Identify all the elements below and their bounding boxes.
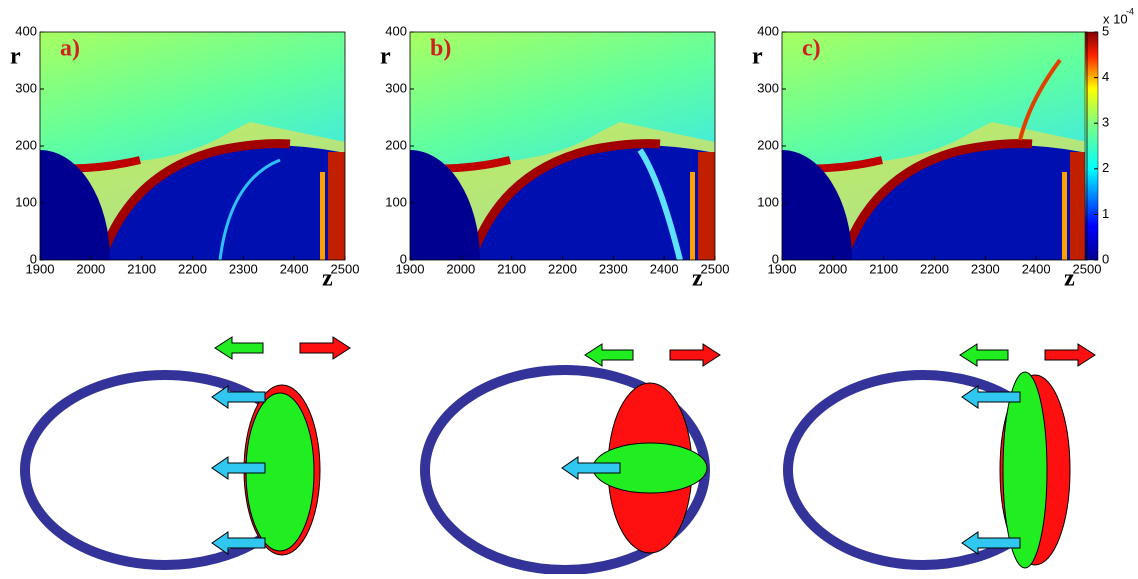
- x-tick-label: 1900: [26, 261, 55, 276]
- x-tick-label: 2000: [446, 261, 475, 276]
- wave: [218, 158, 281, 261]
- heatmap: [0, 32, 345, 370]
- y-tick-label: 100: [385, 194, 407, 209]
- panel-label: c): [802, 36, 821, 62]
- y-tick-label: 300: [757, 80, 779, 95]
- x-tick-label: 2200: [920, 261, 949, 276]
- x-tick-label: 2300: [599, 261, 628, 276]
- wave: [637, 148, 683, 261]
- y-tick-label: 200: [385, 137, 407, 152]
- colorbar-tick-label: 2: [1102, 160, 1109, 175]
- colorbar-tick-label: 5: [1102, 23, 1109, 38]
- y-axis-label: r: [380, 44, 391, 70]
- x-tick-label: 2400: [280, 261, 309, 276]
- panel-label: b): [430, 36, 451, 62]
- x-tick-label: 2100: [497, 261, 526, 276]
- diagram-c: [783, 343, 1096, 570]
- x-tick-label: 2100: [869, 261, 898, 276]
- wave: [1018, 58, 1062, 141]
- x-tick-label: 2500: [1073, 261, 1102, 276]
- colorbar-tick-label: 4: [1102, 69, 1109, 84]
- colorbar-exponent: -4: [1126, 6, 1134, 16]
- x-tick-label: 2500: [331, 261, 360, 276]
- x-tick-label: 2400: [650, 261, 679, 276]
- y-tick-label: 400: [385, 23, 407, 38]
- y-tick-label: 100: [15, 194, 37, 209]
- y-tick-label: 400: [757, 23, 779, 38]
- colorbar-tick-label: 0: [1102, 251, 1109, 266]
- y-axis-label: r: [10, 44, 21, 70]
- y-tick-label: 0: [400, 251, 407, 266]
- y-tick-label: 0: [772, 251, 779, 266]
- x-axis-label: z: [322, 266, 333, 292]
- y-tick-label: 200: [757, 137, 779, 152]
- diagram-b: [420, 343, 721, 575]
- x-tick-label: 2200: [548, 261, 577, 276]
- x-tick-label: 2500: [701, 261, 730, 276]
- x-tick-label: 2000: [76, 261, 105, 276]
- y-tick-label: 0: [30, 251, 37, 266]
- x-axis-label: z: [1064, 266, 1075, 292]
- y-tick-label: 200: [15, 137, 37, 152]
- x-tick-label: 1900: [396, 261, 425, 276]
- y-axis-label: r: [752, 44, 763, 70]
- x-tick-label: 2100: [127, 261, 156, 276]
- x-tick-label: 2300: [971, 261, 1000, 276]
- colorbar-multiplier: x 10: [1103, 11, 1128, 26]
- colorbar-tick-label: 1: [1102, 206, 1109, 221]
- colorbar-tick-label: 3: [1102, 115, 1109, 130]
- x-tick-label: 2300: [229, 261, 258, 276]
- y-tick-label: 100: [757, 194, 779, 209]
- y-tick-label: 300: [15, 80, 37, 95]
- diagram-a: [20, 336, 351, 570]
- y-tick-label: 400: [15, 23, 37, 38]
- x-tick-label: 2200: [178, 261, 207, 276]
- x-tick-label: 1900: [768, 261, 797, 276]
- x-tick-label: 2000: [818, 261, 847, 276]
- x-axis-label: z: [692, 266, 703, 292]
- colorbar: [1084, 31, 1099, 261]
- x-tick-label: 2400: [1022, 261, 1051, 276]
- y-tick-label: 300: [385, 80, 407, 95]
- panel-label: a): [60, 36, 80, 62]
- plots: x 10 -4: [0, 6, 1134, 370]
